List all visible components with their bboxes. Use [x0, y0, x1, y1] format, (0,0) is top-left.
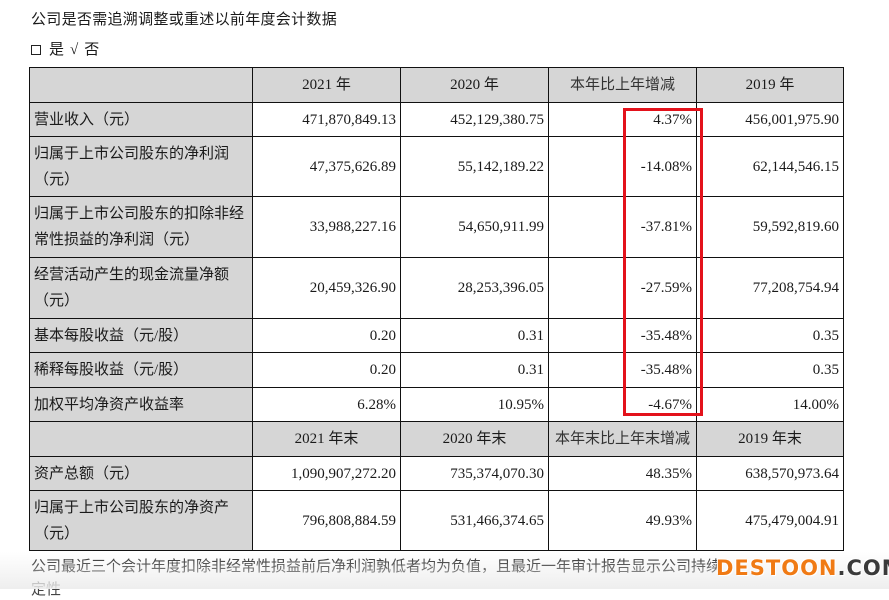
table-row: 营业收入（元） 471,870,849.13 452,129,380.75 4.… — [29, 102, 844, 137]
header-cell-2021-end: 2021 年末 — [252, 421, 401, 457]
cell-change: -27.59% — [548, 257, 697, 319]
cell-2019: 638,570,973.64 — [696, 456, 844, 491]
header-cell-2021: 2021 年 — [252, 67, 401, 103]
cell-change: -35.48% — [548, 318, 697, 353]
table-row: 经营活动产生的现金流量净额（元） 20,459,326.90 28,253,39… — [29, 257, 844, 319]
cell-2021: 47,375,626.89 — [252, 136, 401, 197]
row-label: 归属于上市公司股东的扣除非经常性损益的净利润（元） — [29, 196, 253, 258]
cell-2020: 28,253,396.05 — [400, 257, 549, 319]
cell-2019: 475,479,004.91 — [696, 490, 844, 551]
watermark-brand: DESTOON — [716, 556, 838, 580]
cell-2021: 33,988,227.16 — [252, 196, 401, 258]
table-header-annual: 2021 年 2020 年 本年比上年增减 2019 年 — [29, 67, 844, 103]
row-label: 稀释每股收益（元/股） — [29, 352, 253, 388]
header-cell-change-end: 本年末比上年末增减 — [548, 421, 697, 457]
table-header-yearend: 2021 年末 2020 年末 本年末比上年末增减 2019 年末 — [29, 421, 844, 457]
row-label: 加权平均净资产收益率 — [29, 387, 253, 422]
cell-2021: 1,090,907,272.20 — [252, 456, 401, 491]
cell-2021: 6.28% — [252, 387, 401, 422]
cell-2021: 471,870,849.13 — [252, 102, 401, 137]
table-row: 归属于上市公司股东的扣除非经常性损益的净利润（元） 33,988,227.16 … — [29, 196, 844, 258]
restatement-choice: 是 √ 否 — [31, 40, 99, 60]
table-row: 资产总额（元） 1,090,907,272.20 735,374,070.30 … — [29, 456, 844, 491]
yes-checkbox — [31, 45, 41, 55]
header-cell-2019-end: 2019 年末 — [696, 421, 844, 457]
table-row: 加权平均净资产收益率 6.28% 10.95% -4.67% 14.00% — [29, 387, 844, 422]
cell-2019: 0.35 — [696, 318, 844, 353]
table-row: 归属于上市公司股东的净利润（元） 47,375,626.89 55,142,18… — [29, 136, 844, 197]
cell-change: 4.37% — [548, 102, 697, 137]
row-label: 营业收入（元） — [29, 102, 253, 137]
header-cell-2020: 2020 年 — [400, 67, 549, 103]
cell-change: -4.67% — [548, 387, 697, 422]
cell-2019: 59,592,819.60 — [696, 196, 844, 258]
watermark-tld: .COM — [837, 556, 889, 580]
header-cell-change: 本年比上年增减 — [548, 67, 697, 103]
cell-2020: 531,466,374.65 — [400, 490, 549, 551]
yes-label: 是 — [49, 42, 65, 58]
cell-2020: 0.31 — [400, 352, 549, 388]
cell-change: -14.08% — [548, 136, 697, 197]
cell-2019: 77,208,754.94 — [696, 257, 844, 319]
cell-2020: 0.31 — [400, 318, 549, 353]
table-row: 归属于上市公司股东的净资产（元） 796,808,884.59 531,466,… — [29, 490, 844, 551]
row-label: 经营活动产生的现金流量净额（元） — [29, 257, 253, 319]
cell-change: 48.35% — [548, 456, 697, 491]
section-heading: 公司是否需追溯调整或重述以前年度会计数据 — [31, 12, 338, 28]
cell-2021: 20,459,326.90 — [252, 257, 401, 319]
cell-2021: 0.20 — [252, 352, 401, 388]
cell-2019: 456,001,975.90 — [696, 102, 844, 137]
footnote-text: 公司最近三个会计年度扣除非经常性损益前后净利润孰低者均为负值，且最近一年审计报告… — [31, 559, 722, 575]
no-label: 否 — [84, 42, 100, 58]
row-label: 资产总额（元） — [29, 456, 253, 491]
cell-2020: 735,374,070.30 — [400, 456, 549, 491]
header-cell-blank — [29, 421, 253, 457]
cell-2021: 0.20 — [252, 318, 401, 353]
row-label: 归属于上市公司股东的净资产（元） — [29, 490, 253, 551]
cell-2019: 14.00% — [696, 387, 844, 422]
cell-2021: 796,808,884.59 — [252, 490, 401, 551]
table-row: 稀释每股收益（元/股） 0.20 0.31 -35.48% 0.35 — [29, 352, 844, 388]
watermark-logo: DESTOON.COM — [716, 556, 889, 580]
cell-change: -35.48% — [548, 352, 697, 388]
cell-2019: 0.35 — [696, 352, 844, 388]
header-cell-2019: 2019 年 — [696, 67, 844, 103]
cell-2020: 55,142,189.22 — [400, 136, 549, 197]
footnote-continuation: 定性 — [31, 582, 62, 598]
cell-2020: 452,129,380.75 — [400, 102, 549, 137]
cell-2019: 62,144,546.15 — [696, 136, 844, 197]
header-cell-2020-end: 2020 年末 — [400, 421, 549, 457]
key-financial-data-table: 2021 年 2020 年 本年比上年增减 2019 年 营业收入（元） 471… — [29, 67, 844, 551]
table-row: 基本每股收益（元/股） 0.20 0.31 -35.48% 0.35 — [29, 318, 844, 353]
cell-change: 49.93% — [548, 490, 697, 551]
row-label: 基本每股收益（元/股） — [29, 318, 253, 353]
cell-2020: 10.95% — [400, 387, 549, 422]
header-cell-blank — [29, 67, 253, 103]
cell-change: -37.81% — [548, 196, 697, 258]
check-mark-icon: √ — [70, 42, 79, 58]
cell-2020: 54,650,911.99 — [400, 196, 549, 258]
row-label: 归属于上市公司股东的净利润（元） — [29, 136, 253, 197]
